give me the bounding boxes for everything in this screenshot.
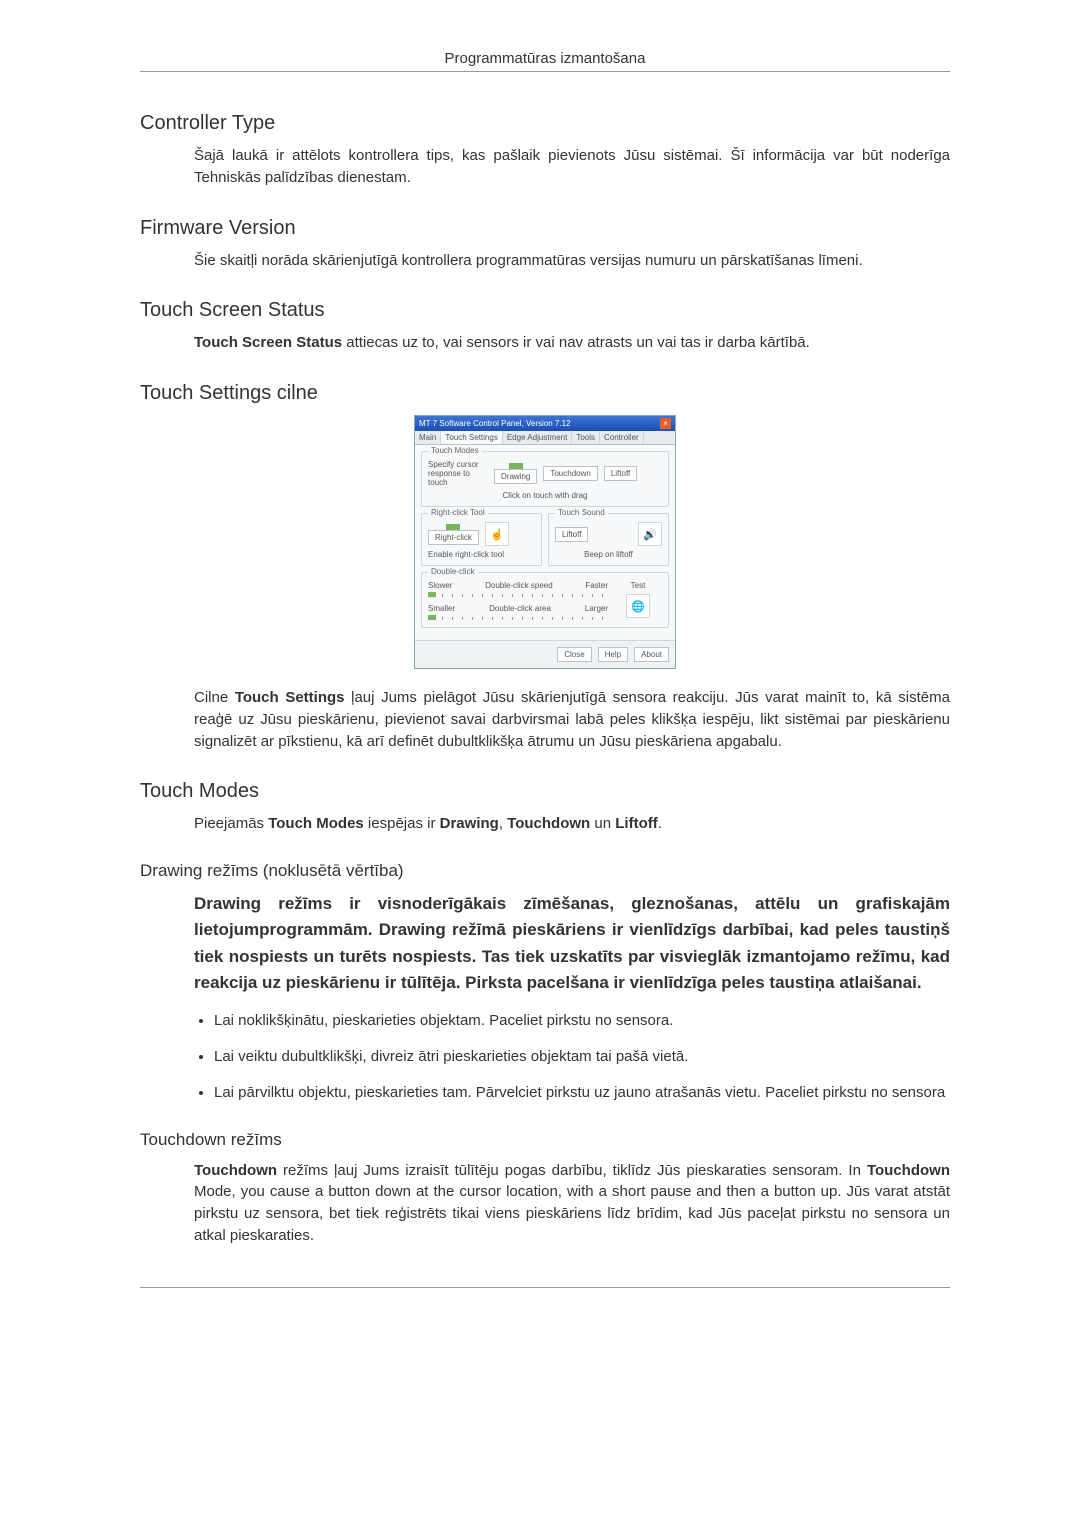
larger-label: Larger — [585, 604, 608, 613]
ts-status-label: Touch Screen Status — [194, 334, 342, 351]
tab-main[interactable]: Main — [415, 431, 441, 444]
specify-label: Specify cursor response to touch — [428, 460, 488, 487]
touch-modes-paragraph: Pieejamās Touch Modes iespējas ir Drawin… — [194, 813, 950, 835]
dialog-title-text: MT 7 Software Control Panel, Version 7.1… — [419, 419, 571, 428]
tm-b4: Liftoff — [615, 815, 657, 832]
tab-controller[interactable]: Controller — [600, 431, 644, 444]
group-right-click: Right-click Tool Right-click ☝ Enable ri… — [421, 513, 542, 566]
ts-settings-bold: Touch Settings — [235, 689, 345, 706]
dialog-help-button[interactable]: Help — [598, 647, 628, 662]
heading-drawing-mode: Drawing režīms (noklusētā vērtība) — [140, 861, 950, 881]
right-click-button[interactable]: Right-click — [428, 530, 479, 545]
touchdown-paragraph: Touchdown režīms ļauj Jums izraisīt tūlī… — [194, 1160, 950, 1247]
speed-slider-knob[interactable] — [428, 592, 436, 597]
ts-settings-paragraph: Cilne Touch Settings ļauj Jums pielāgot … — [194, 687, 950, 752]
td-b2: Touchdown — [867, 1162, 950, 1179]
dialog: MT 7 Software Control Panel, Version 7.1… — [414, 415, 676, 669]
td-b1: Touchdown — [194, 1162, 277, 1179]
heading-touchdown-mode: Touchdown režīms — [140, 1130, 950, 1150]
list-item: Lai veiktu dubultklikšķi, divreiz ātri p… — [214, 1046, 950, 1068]
drawing-bullets: Lai noklikšķinātu, pieskarieties objekta… — [194, 1010, 950, 1103]
dialog-tabs: Main Touch Settings Edge Adjustment Tool… — [415, 431, 675, 445]
faster-label: Faster — [585, 581, 608, 590]
group-touch-modes: Touch Modes Specify cursor response to t… — [421, 451, 669, 507]
dialog-footer: Close Help About — [415, 640, 675, 668]
body-firmware-version: Šie skaitļi norāda skārienjutīgā kontrol… — [194, 250, 950, 272]
heading-touch-modes: Touch Modes — [140, 780, 950, 803]
touch-modes-hint: Click on touch with drag — [428, 491, 662, 500]
dialog-about-button[interactable]: About — [634, 647, 669, 662]
tab-touch-settings[interactable]: Touch Settings — [441, 431, 502, 444]
heading-ts-status: Touch Screen Status — [140, 299, 950, 322]
speaker-icon: 🔊 — [638, 522, 662, 546]
tm-m2: , — [499, 815, 507, 832]
group-touch-sound: Touch Sound Liftoff 🔊 Beep on liftoff — [548, 513, 669, 566]
speed-label: Double-click speed — [458, 581, 579, 590]
tm-b2: Drawing — [440, 815, 499, 832]
test-label: Test — [614, 581, 662, 590]
tm-m3: un — [590, 815, 615, 832]
tab-tools[interactable]: Tools — [572, 431, 600, 444]
speed-slider-track[interactable] — [442, 594, 608, 597]
dialog-body: Touch Modes Specify cursor response to t… — [415, 445, 675, 640]
group-double-click: Double-click Slower Double-click speed F… — [421, 572, 669, 628]
body-ts-status: Touch Screen Status attiecas uz to, vai … — [194, 332, 950, 354]
body-controller-type: Šajā laukā ir attēlots kontrollera tips,… — [194, 145, 950, 189]
mode-drawing-button[interactable]: Drawing — [494, 469, 537, 484]
td-m2: Mode, you cause a button down at the cur… — [194, 1183, 950, 1244]
footer-rule — [140, 1287, 950, 1288]
tm-pre: Pieejamās — [194, 815, 268, 832]
tm-b1: Touch Modes — [268, 815, 364, 832]
tab-edge-adjustment[interactable]: Edge Adjustment — [503, 431, 572, 444]
dialog-titlebar: MT 7 Software Control Panel, Version 7.1… — [415, 416, 675, 431]
enable-right-click-label: Enable right-click tool — [428, 550, 535, 559]
group-touch-modes-title: Touch Modes — [428, 446, 482, 455]
mode-liftoff-button[interactable]: Liftoff — [604, 466, 637, 481]
group-touch-sound-title: Touch Sound — [555, 508, 608, 517]
area-label: Double-click area — [461, 604, 579, 613]
sound-liftoff-button[interactable]: Liftoff — [555, 527, 588, 542]
list-item: Lai pārvilktu objektu, pieskarieties tam… — [214, 1082, 950, 1104]
td-m1: režīms ļauj Jums izraisīt tūlītēju pogas… — [277, 1162, 867, 1179]
ts-settings-pre: Cilne — [194, 689, 235, 706]
mode-touchdown-button[interactable]: Touchdown — [543, 466, 597, 481]
group-right-click-title: Right-click Tool — [428, 508, 488, 517]
hand-cursor-icon: ☝ — [485, 522, 509, 546]
area-slider-track[interactable] — [442, 617, 608, 620]
tm-b3: Touchdown — [507, 815, 590, 832]
tm-end: . — [658, 815, 662, 832]
heading-controller-type: Controller Type — [140, 112, 950, 135]
globe-test-icon[interactable]: 🌐 — [626, 594, 650, 618]
beep-label: Beep on liftoff — [555, 550, 662, 559]
group-double-click-title: Double-click — [428, 567, 478, 576]
list-item: Lai noklikšķinātu, pieskarieties objekta… — [214, 1010, 950, 1032]
dialog-close-button[interactable]: Close — [557, 647, 591, 662]
close-icon[interactable]: × — [660, 418, 671, 429]
drawing-feature: Drawing režīms ir visnoderīgākais zīmēša… — [194, 891, 950, 996]
tm-m1: iespējas ir — [364, 815, 440, 832]
heading-ts-settings: Touch Settings cilne — [140, 382, 950, 405]
area-slider-knob[interactable] — [428, 615, 436, 620]
slower-label: Slower — [428, 581, 452, 590]
ts-status-rest: attiecas uz to, vai sensors ir vai nav a… — [342, 334, 810, 351]
heading-firmware-version: Firmware Version — [140, 217, 950, 240]
smaller-label: Smaller — [428, 604, 455, 613]
figure-touch-settings-dialog: MT 7 Software Control Panel, Version 7.1… — [140, 415, 950, 669]
page-header: Programmatūras izmantošana — [140, 50, 950, 72]
